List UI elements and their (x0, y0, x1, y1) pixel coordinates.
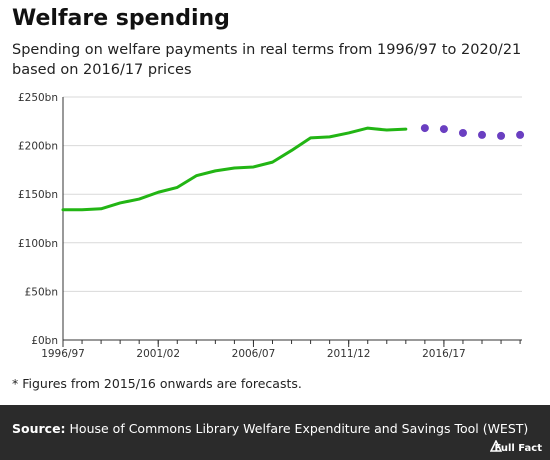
y-tick-label: £150bn (18, 189, 58, 201)
forecast-point (420, 124, 429, 133)
source-line: Source: House of Commons Library Welfare… (12, 421, 528, 436)
chart-title: Welfare spending (12, 6, 230, 31)
source-text: House of Commons Library Welfare Expendi… (69, 421, 529, 436)
x-tick-label: 1996/97 (41, 348, 85, 360)
line-chart: £0bn £50bn £100bn £150bn £200bn £250bn 1996/97… (18, 92, 525, 360)
footer: Source: House of Commons Library Welfare… (0, 405, 550, 460)
y-tick-label: £50bn (25, 286, 58, 298)
y-tick-label: £250bn (18, 92, 58, 104)
logo-text: Full Fact (494, 443, 543, 454)
forecast-point (478, 130, 487, 139)
forecast-point (458, 128, 467, 137)
forecast-point (516, 130, 525, 139)
x-tick-label: 2016/17 (422, 348, 466, 360)
fullfact-logo-icon (490, 440, 502, 452)
footnote: * Figures from 2015/16 onwards are forec… (12, 376, 302, 391)
y-tick-label: £200bn (18, 141, 58, 153)
x-tick-label: 2001/02 (136, 348, 180, 360)
forecast-point (439, 125, 448, 134)
source-label: Source: (12, 421, 66, 436)
actual-spending-line (61, 126, 408, 212)
y-tick-label: £0bn (31, 335, 58, 347)
chart-subtitle: Spending on welfare payments in real ter… (12, 42, 522, 78)
forecast-point (497, 131, 506, 140)
x-tick-label: 2011/12 (327, 348, 371, 360)
x-tick-label: 2006/07 (232, 348, 276, 360)
y-tick-label: £100bn (18, 238, 58, 250)
